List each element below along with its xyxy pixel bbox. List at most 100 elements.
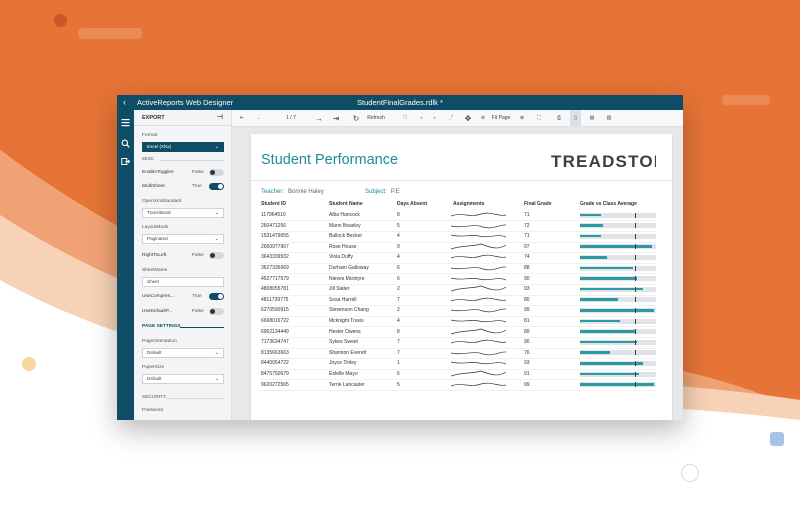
svg-text:TREADSTONE: TREADSTONE — [551, 152, 656, 171]
final-grade-cell: 99 — [524, 307, 530, 314]
days-absent-cell: 2 — [397, 286, 400, 293]
table-row: 7173634747 Sykes Sweet 7 90 — [261, 337, 656, 348]
viewer-toolbar: ⇤ ← 1 / 7 → ⇥ ↻ Refresh ❐ ◂ ▸ ⤴ ✥ ⊖ Fit … — [232, 110, 683, 127]
col-final-grade: Final Grade — [524, 201, 552, 207]
student-name-cell: Jill Slater — [329, 286, 350, 293]
days-absent-cell: 4 — [397, 233, 400, 240]
class-average-marker — [634, 307, 637, 313]
use-compression-value: True — [192, 294, 202, 299]
chevron-down-icon: ⌄ — [214, 350, 219, 356]
student-id-cell: 6270590915 — [261, 307, 289, 314]
paper-size-label: PaperSize — [142, 365, 165, 370]
table-row: 4811739775 Sosa Harrell 7 80 — [261, 295, 656, 306]
grade-fill — [580, 245, 653, 249]
student-name-cell: Mcknight Travis — [329, 318, 364, 324]
panel-title: EXPORT — [142, 115, 165, 121]
assignments-sparkline — [451, 328, 506, 334]
days-absent-cell: 6 — [397, 275, 400, 282]
parent-report-icon[interactable]: ⤴ — [448, 115, 454, 121]
fit-page-select[interactable]: Fit Page — [491, 115, 511, 121]
fullscreen-icon[interactable]: ⛶ — [537, 115, 541, 121]
table-row: 4808055781 Jill Slater 2 93 — [261, 284, 656, 295]
single-page-icon[interactable]: ▯ — [570, 110, 581, 127]
format-select[interactable]: Excel (Xlsx) ⌄ — [142, 142, 224, 152]
back-icon[interactable]: ‹ — [123, 97, 126, 107]
sheet-name-value: Sheet — [147, 279, 160, 284]
sheet-name-input[interactable]: Sheet — [142, 277, 224, 287]
student-id-cell: 117964510 — [261, 212, 286, 218]
use-default-row: UseDefaultP... False — [142, 307, 224, 316]
table-row: 1531479655 Bullock Becker 4 71 — [261, 231, 656, 242]
grade-fill — [580, 309, 655, 312]
table-row: 4527717579 Nieves Mcintyre 6 90 — [261, 274, 656, 285]
student-id-cell: 8440054722 — [261, 360, 289, 367]
days-absent-cell: 8 — [397, 328, 400, 335]
subject-info: Subject: P.E — [365, 189, 400, 195]
grade-vs-average-bar — [580, 286, 656, 292]
pan-icon[interactable]: ✥ — [464, 114, 472, 123]
continuous-page-icon[interactable]: ▤ — [589, 115, 595, 121]
galley-mode-icon[interactable]: ▥ — [606, 115, 612, 121]
zoom-in-icon[interactable]: ⊕ — [519, 115, 525, 121]
use-default-switch[interactable] — [209, 308, 224, 315]
class-average-marker — [634, 233, 637, 239]
use-default-value: False — [192, 309, 204, 314]
first-page-icon[interactable]: ⇤ — [239, 115, 245, 121]
grade-vs-average-bar — [580, 339, 656, 345]
grade-fill — [580, 340, 637, 344]
grade-fill — [580, 266, 634, 270]
grade-fill — [580, 362, 644, 365]
multi-sheet-switch[interactable] — [209, 183, 224, 190]
next-page-icon[interactable]: → — [315, 114, 323, 123]
document-title: StudentFinalGrades.rdlk * — [357, 98, 443, 107]
right-to-left-value: False — [192, 253, 204, 258]
pin-icon[interactable]: ⊣ — [216, 114, 223, 121]
student-id-cell: 1531479655 — [261, 233, 289, 240]
student-id-cell: 9620272565 — [261, 381, 289, 388]
grade-vs-average-bar — [580, 360, 656, 366]
days-absent-cell: 5 — [397, 222, 400, 229]
page-orientation-select[interactable]: Default ⌄ — [142, 348, 224, 358]
table-row: 6698016722 Mcknight Travis 4 81 — [261, 316, 656, 327]
export-icon[interactable] — [121, 157, 130, 166]
enable-toggles-switch[interactable] — [209, 169, 224, 176]
search-icon[interactable] — [121, 139, 130, 148]
days-absent-cell: 5 — [397, 381, 400, 388]
icon-sidebar — [117, 110, 134, 420]
copy-icon[interactable]: ❐ — [402, 115, 408, 121]
page-indicator[interactable]: 1 / 7 — [286, 115, 296, 121]
decoration-bar — [78, 28, 142, 39]
right-to-left-switch[interactable] — [209, 252, 224, 259]
class-average-marker — [634, 318, 637, 324]
grade-vs-average-bar — [580, 265, 656, 271]
final-grade-cell: 90 — [524, 275, 530, 282]
open-xml-select[interactable]: Transitional ⌄ — [142, 208, 224, 218]
days-absent-cell: 7 — [397, 296, 400, 303]
refresh-button[interactable]: Refresh — [367, 115, 385, 121]
class-average-marker — [634, 360, 637, 366]
student-id-cell: 4811739775 — [261, 296, 289, 303]
assignments-sparkline — [451, 297, 506, 302]
layout-mode-value: Paginated — [147, 236, 168, 241]
security-label: SECURITY — [142, 395, 167, 400]
student-name-cell: Shannon Everett — [329, 349, 367, 356]
back-history-icon[interactable]: ◂ — [419, 115, 423, 121]
student-name-cell: Alba Hancock — [329, 212, 360, 218]
page-settings-section: PAGE SETTINGS — [142, 324, 224, 329]
zoom-out-icon[interactable]: ⊖ — [480, 115, 486, 121]
paper-size-select[interactable]: Default ⌄ — [142, 374, 224, 384]
refresh-icon[interactable]: ↻ — [352, 114, 360, 123]
menu-icon[interactable] — [121, 118, 130, 127]
final-grade-cell: 89 — [524, 328, 530, 335]
forward-history-icon[interactable]: ▸ — [433, 115, 437, 121]
previous-page-icon[interactable]: ← — [256, 115, 262, 121]
days-absent-cell: 8 — [397, 212, 400, 218]
chevron-down-icon: ⌄ — [214, 210, 219, 216]
print-icon[interactable]: ⎙ — [556, 115, 561, 121]
table-row: 8440054722 Joyce Tinley 1 93 — [261, 358, 656, 369]
use-compression-switch[interactable] — [209, 293, 224, 300]
layout-mode-select[interactable]: Paginated ⌄ — [142, 234, 224, 244]
grade-fill — [580, 372, 640, 376]
last-page-icon[interactable]: ⇥ — [332, 114, 340, 123]
report-page: Student Performance TREADSTONE Teacher:B… — [251, 134, 672, 420]
